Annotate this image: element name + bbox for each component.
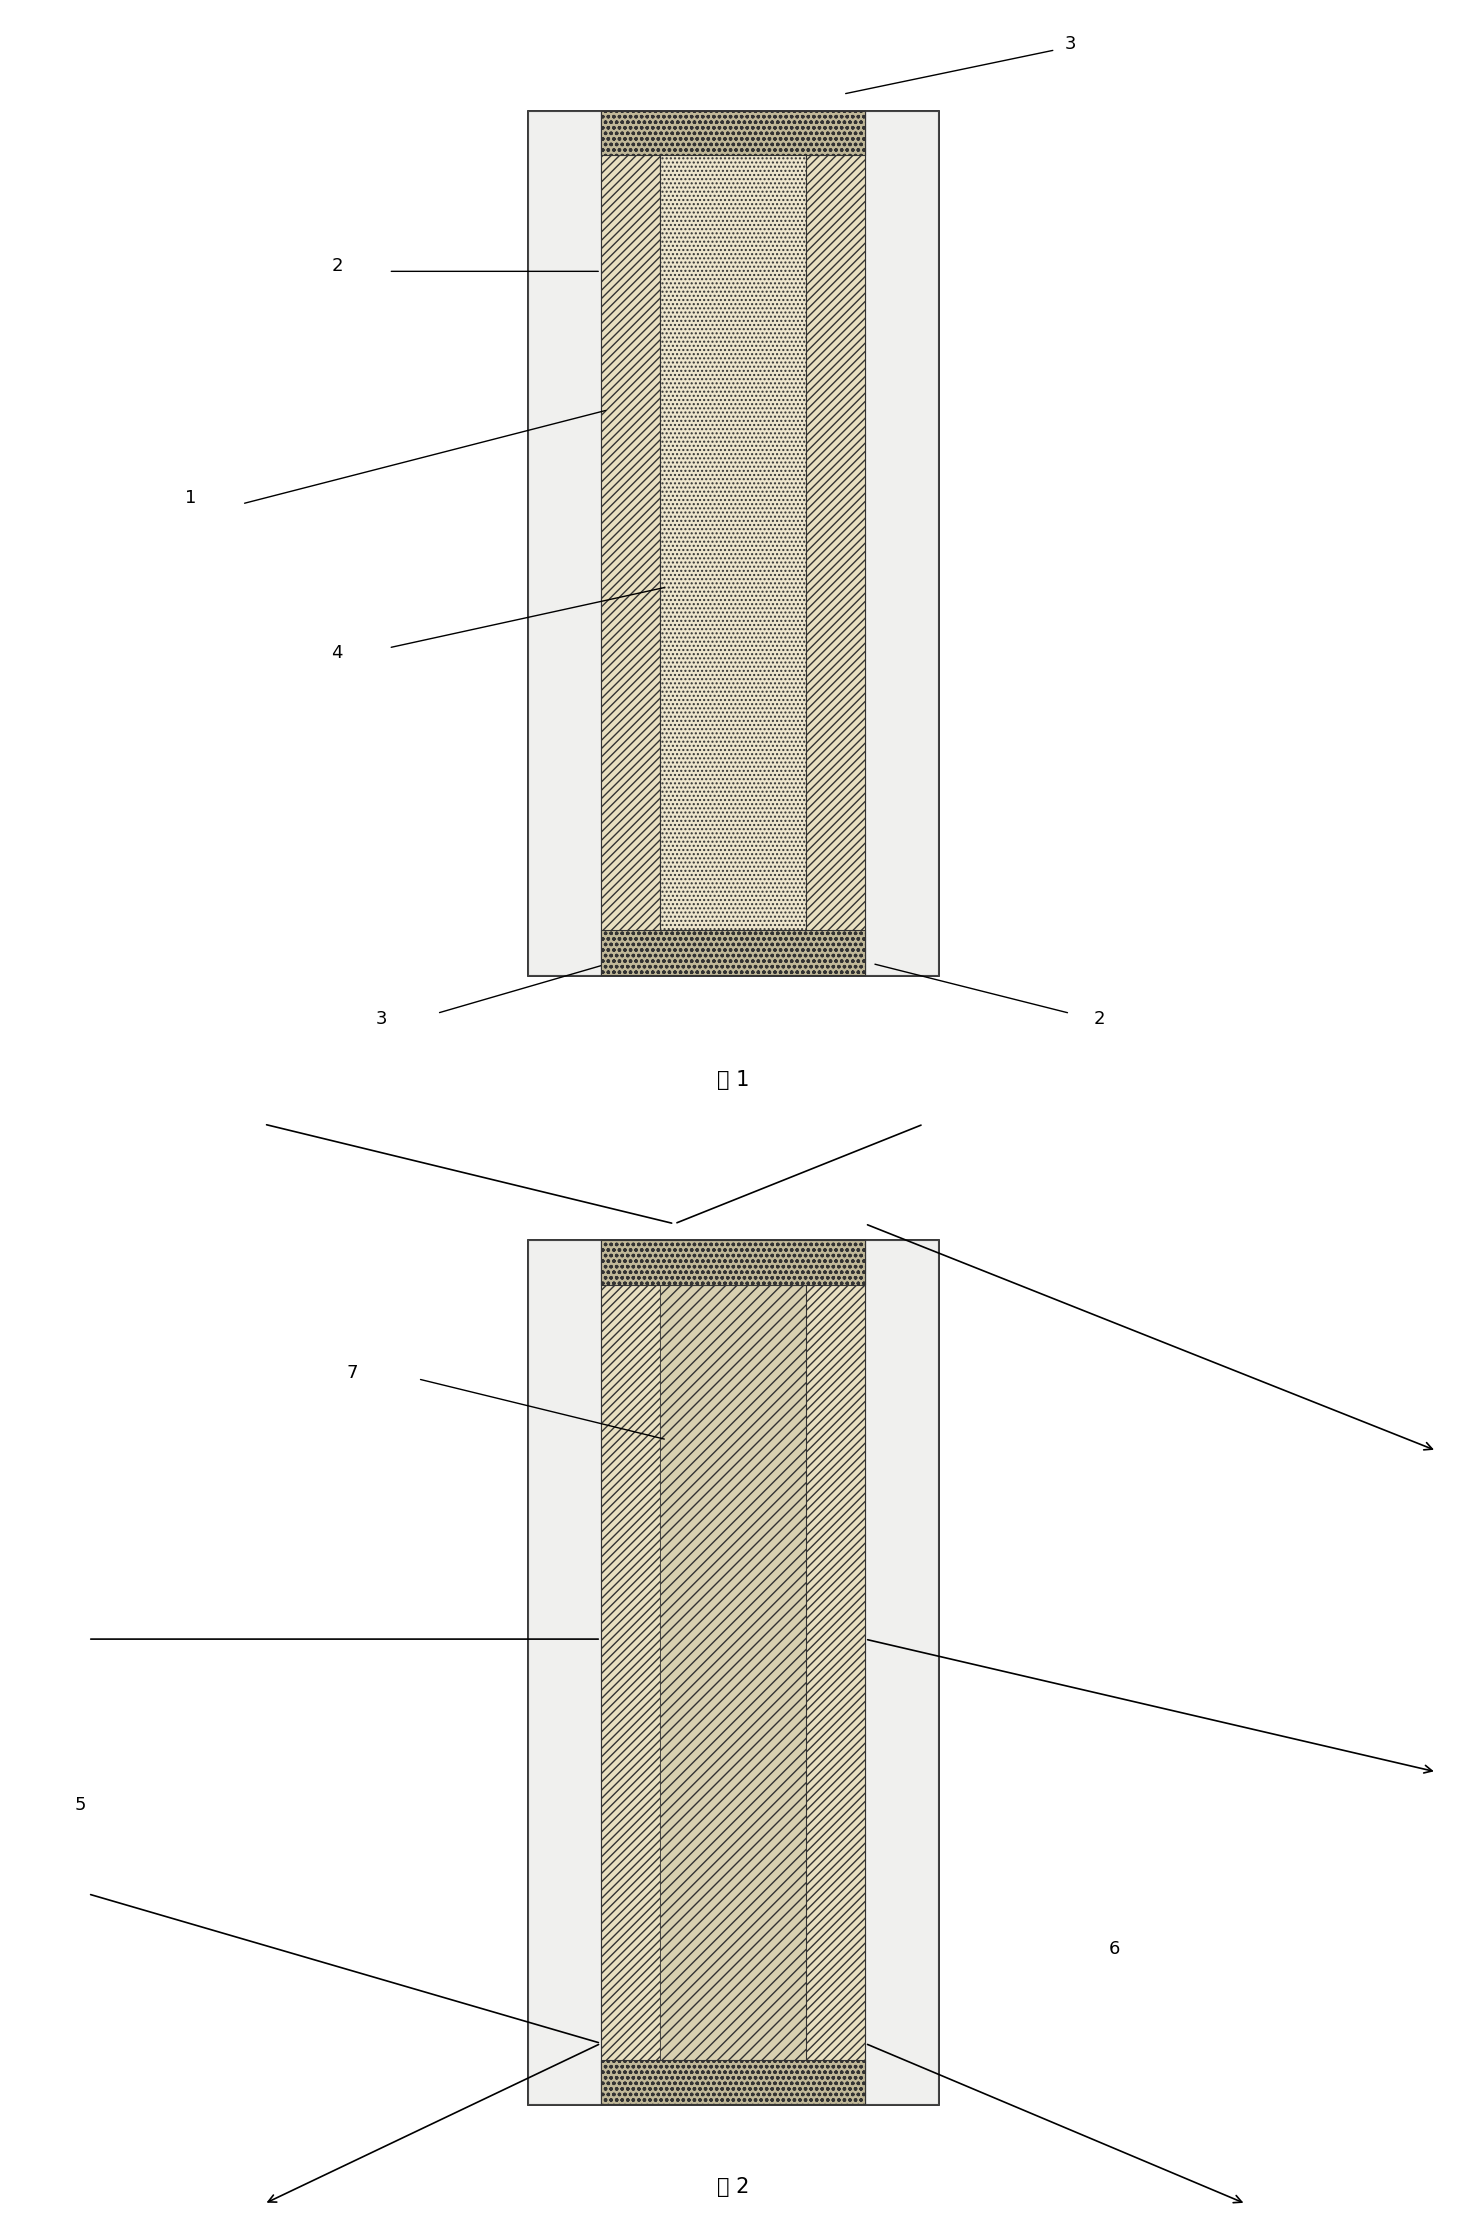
Text: 4: 4 [331,645,343,662]
Text: 图 1: 图 1 [717,1070,749,1090]
Bar [865,1240,938,2104]
Text: 2: 2 [331,257,343,275]
Bar [601,111,660,975]
Bar [528,111,938,975]
Bar [660,1240,806,2104]
Bar [601,1240,660,2104]
Bar [601,2060,865,2104]
Text: 图 2: 图 2 [717,2177,749,2197]
Text: 2: 2 [1094,1010,1105,1028]
Text: 3: 3 [375,1010,387,1028]
Bar [528,1240,938,2104]
Bar [528,1240,601,2104]
Text: 5: 5 [75,1796,86,1814]
Bar [865,111,938,975]
Bar [601,930,865,975]
Text: 7: 7 [346,1364,358,1382]
Bar [806,111,865,975]
Bar [528,111,601,975]
Text: 1: 1 [185,490,196,507]
Bar [601,1240,865,1285]
Bar [601,111,865,155]
Bar [660,111,806,975]
Text: 6: 6 [1108,1940,1120,1958]
Text: 3: 3 [1064,35,1076,53]
Bar [806,1240,865,2104]
